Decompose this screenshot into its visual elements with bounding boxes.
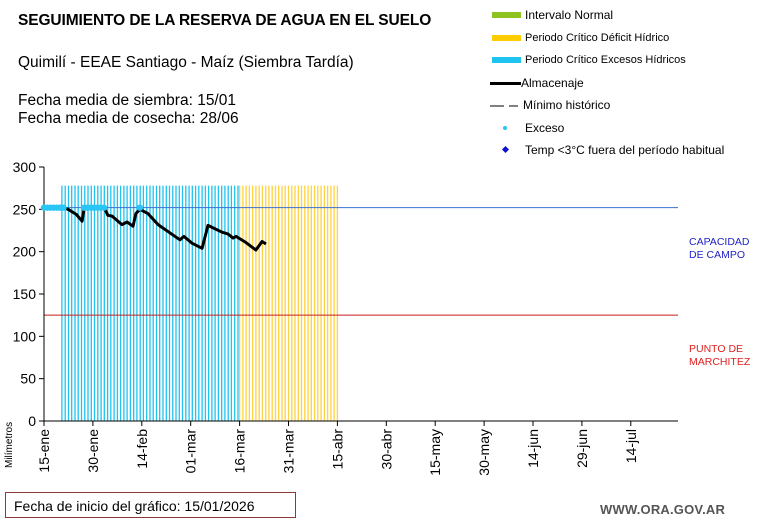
y-tick-label: 250 — [13, 201, 37, 217]
legend-item-exceso: Exceso — [490, 120, 564, 136]
period-bands — [61, 185, 339, 421]
yellow-swatch-icon — [492, 35, 521, 41]
y-axis-label: Milímetros — [4, 422, 15, 468]
capacidad-de-campo-label: CAPACIDAD DE CAMPO — [689, 236, 749, 262]
label-line: MARCHITEZ — [689, 356, 751, 368]
y-tick-label: 150 — [13, 286, 37, 302]
dashed-line-icon — [490, 105, 504, 107]
legend-item-minimo: Mínimo histórico — [490, 97, 610, 113]
chart-plot: 0 50 100 150 200 250 300 15-ene 30-ene 14-feb 01-m… — [4, 159, 678, 476]
x-tick-label: 14-jul — [623, 429, 639, 463]
x-tick-label: 14-feb — [134, 429, 150, 469]
axes: 0 50 100 150 200 250 300 15-ene 30-ene 14-feb 01-m… — [13, 159, 678, 476]
excesos-band — [61, 185, 239, 421]
legend-item-almacenaje: Almacenaje — [490, 75, 584, 91]
x-tick-label: 30-may — [476, 429, 492, 476]
reference-lines — [44, 207, 678, 316]
y-tick-label: 300 — [13, 159, 37, 175]
legend-item-deficit: Periodo Crítico Déficit Hídrico — [490, 30, 669, 46]
green-swatch-icon — [492, 12, 521, 18]
legend-item-excesos: Periodo Crítico Excesos Hídricos — [490, 52, 686, 68]
x-tick-label: 30-ene — [85, 429, 101, 473]
x-tick-label: 15-may — [427, 429, 443, 476]
harvest-date: Fecha media de cosecha: 28/06 — [18, 110, 239, 127]
black-line-icon — [490, 82, 521, 85]
dot-icon — [503, 126, 507, 130]
x-tick-label: 15-ene — [36, 429, 52, 473]
legend-label: Temp <3°C fuera del período habitual — [525, 143, 725, 157]
x-tick-label: 15-abr — [329, 429, 345, 470]
cyan-swatch-icon — [492, 57, 521, 63]
exceso-point — [136, 204, 144, 211]
legend-item-intervalo-normal: Intervalo Normal — [490, 7, 613, 23]
x-tick-label: 30-abr — [378, 429, 394, 470]
y-tick-label: 200 — [13, 244, 37, 260]
y-tick-label: 0 — [28, 413, 36, 429]
series-layer — [40, 204, 267, 252]
x-tick-label: 16-mar — [232, 429, 248, 474]
punto-de-marchitez-label: PUNTO DE MARCHITEZ — [689, 343, 750, 369]
deficit-band — [238, 185, 339, 421]
chart-title: SEGUIMIENTO DE LA RESERVA DE AGUA EN EL … — [18, 12, 432, 29]
y-tick-label: 100 — [13, 328, 37, 344]
legend-item-temp: Temp <3°C fuera del período habitual — [490, 142, 724, 158]
x-tick-label: 14-jun — [525, 429, 541, 468]
legend-label: Periodo Crítico Excesos Hídricos — [525, 54, 686, 66]
almacenaje-line — [44, 206, 267, 252]
start-date-box: Fecha de inicio del gráfico: 15/01/2026 — [5, 492, 296, 518]
dashed-line-segment — [509, 105, 518, 107]
label-line: CAPACIDAD — [689, 236, 750, 248]
x-tick-label: 29-jun — [574, 429, 590, 468]
website-link[interactable]: WWW.ORA.GOV.AR — [600, 502, 726, 517]
sowing-date: Fecha media de siembra: 15/01 — [18, 92, 236, 109]
chart-subtitle: Quimilí - EEAE Santiago - Maíz (Siembra … — [18, 54, 354, 71]
x-tick-label: 01-mar — [183, 429, 199, 474]
x-tick-label: 31-mar — [281, 429, 297, 474]
legend-label: Almacenaje — [521, 76, 584, 90]
label-line: DE CAMPO — [689, 249, 746, 261]
y-tick-label: 50 — [20, 371, 36, 387]
legend-label: Mínimo histórico — [523, 98, 611, 112]
label-line: PUNTO DE — [689, 343, 744, 355]
legend-label: Intervalo Normal — [525, 8, 614, 22]
legend-label: Exceso — [525, 121, 565, 135]
legend-label: Periodo Crítico Déficit Hídrico — [525, 32, 670, 44]
